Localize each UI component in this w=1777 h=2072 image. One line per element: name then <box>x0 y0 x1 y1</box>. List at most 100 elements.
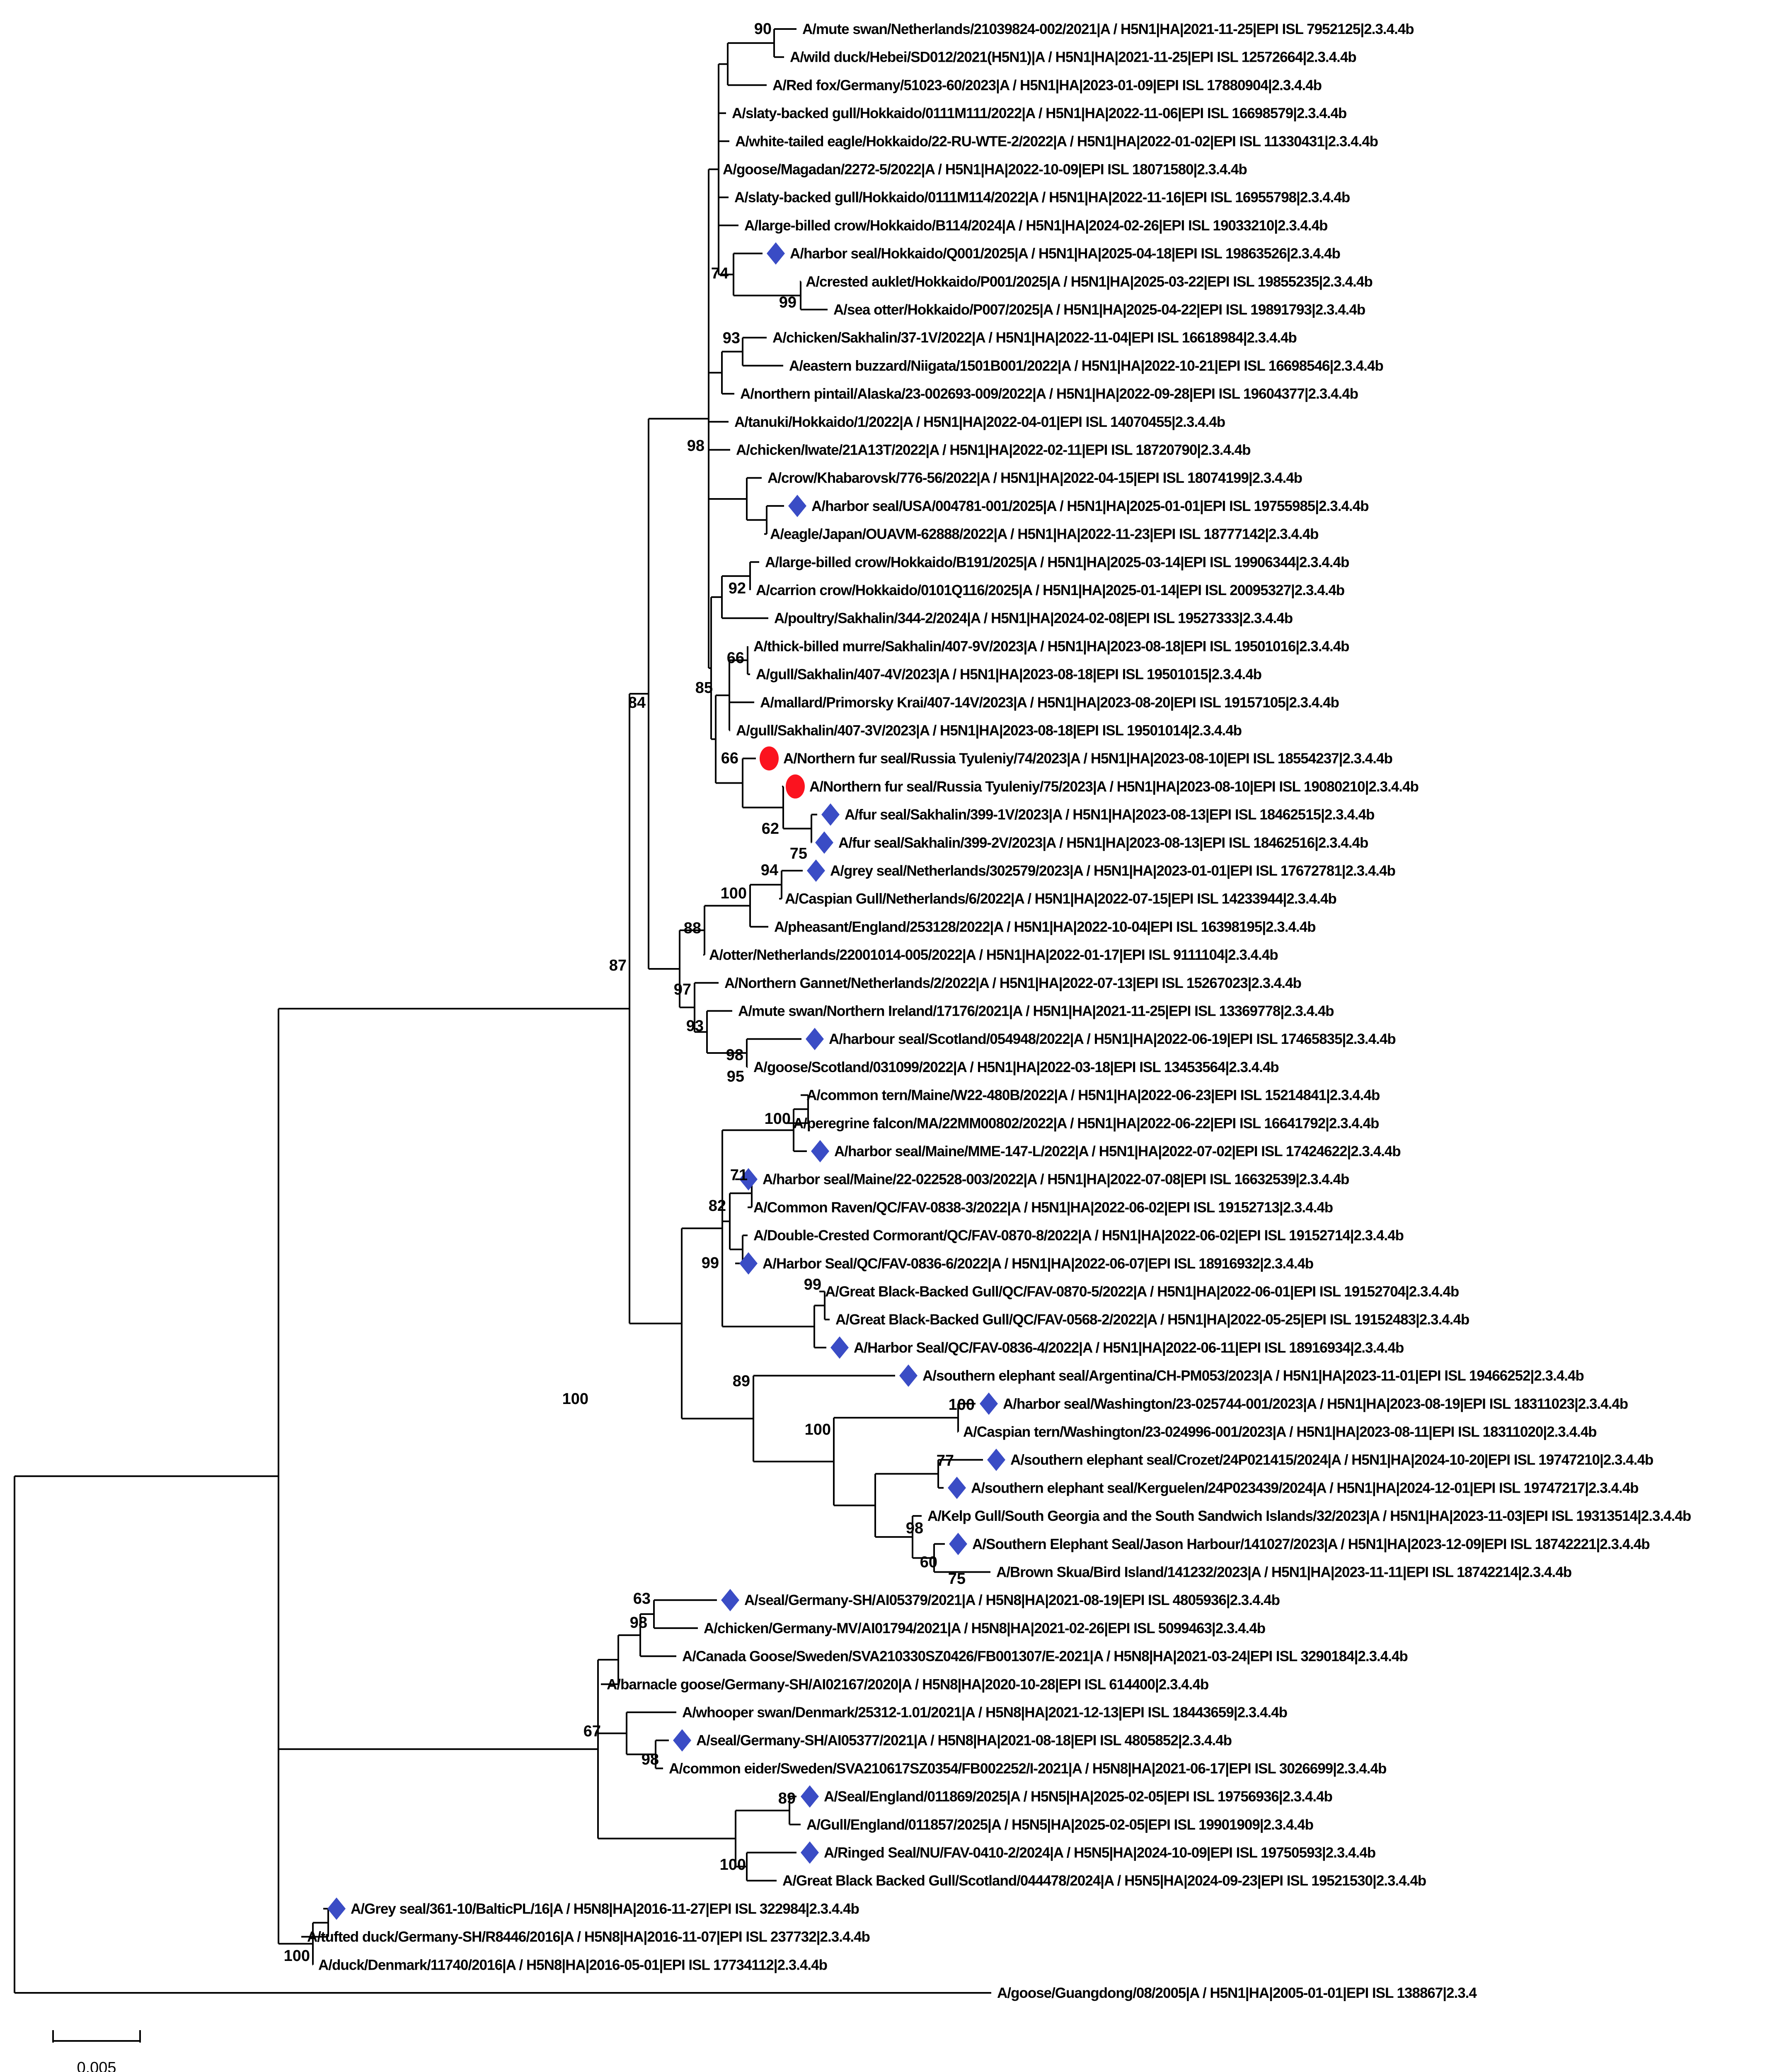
taxon-label: A/Harbor Seal/QC/FAV-0836-4/2022|A / H5N… <box>854 1340 1404 1356</box>
bootstrap-value: 100 <box>721 885 747 902</box>
red-circle-icon <box>786 774 805 799</box>
bootstrap-value: 98 <box>642 1751 659 1768</box>
taxon-label: A/harbour seal/Scotland/054948/2022|A / … <box>829 1031 1396 1047</box>
taxon-label: A/Seal/England/011869/2025|A / H5N5|HA|2… <box>824 1789 1332 1805</box>
bootstrap-value: 100 <box>949 1396 975 1414</box>
bootstrap-value: 85 <box>695 679 713 697</box>
taxon-label: A/common tern/Maine/W22-480B/2022|A / H5… <box>806 1087 1380 1104</box>
blue-diamond-icon <box>767 242 785 265</box>
blue-diamond-icon <box>739 1168 758 1191</box>
bootstrap-value: 89 <box>733 1372 750 1390</box>
taxon-label: A/fur seal/Sakhalin/399-1V/2023|A / H5N1… <box>845 807 1374 823</box>
bootstrap-value: 100 <box>720 1856 746 1874</box>
bootstrap-value: 98 <box>630 1614 647 1631</box>
bootstrap-value: 75 <box>948 1570 966 1588</box>
taxon-label: A/thick-billed murre/Sakhalin/407-9V/202… <box>753 638 1349 654</box>
taxon-label: A/Northern Gannet/Netherlands/2/2022|A /… <box>724 975 1301 991</box>
taxon-label: A/harbor seal/Maine/22-022528-003/2022|A… <box>763 1172 1349 1188</box>
taxon-label: A/southern elephant seal/Crozet/24P02141… <box>1010 1452 1653 1468</box>
taxon-label: A/eagle/Japan/OUAVM-62888/2022|A / H5N1|… <box>770 526 1318 542</box>
taxon-label: A/slaty-backed gull/Hokkaido/0111M114/20… <box>734 189 1350 206</box>
taxon-label: A/Ringed Seal/NU/FAV-0410-2/2024|A / H5N… <box>824 1845 1375 1861</box>
scale-bar-label: 0.005 <box>77 2059 116 2072</box>
taxon-label: A/peregrine falcon/MA/22MM00802/2022|A /… <box>793 1115 1379 1131</box>
taxon-label: A/seal/Germany-SH/AI05379/2021|A / H5N8|… <box>744 1592 1280 1608</box>
taxon-label: A/chicken/Sakhalin/37-1V/2022|A / H5N1|H… <box>772 330 1297 346</box>
blue-diamond-icon <box>673 1729 691 1752</box>
taxon-label: A/Double-Crested Cormorant/QC/FAV-0870-8… <box>753 1227 1404 1244</box>
bootstrap-value: 89 <box>778 1790 796 1807</box>
bootstrap-value: 60 <box>920 1554 937 1571</box>
blue-diamond-icon <box>327 1897 346 1920</box>
taxon-label: A/carrion crow/Hokkaido/0101Q116/2025|A … <box>756 582 1344 598</box>
bootstrap-value: 92 <box>729 580 746 597</box>
bootstrap-value: 74 <box>711 265 729 282</box>
taxon-label: A/Caspian tern/Washington/23-024996-001/… <box>963 1424 1597 1440</box>
blue-diamond-icon <box>980 1392 998 1415</box>
taxon-label: A/slaty-backed gull/Hokkaido/0111M111/20… <box>732 105 1346 121</box>
taxon-label: A/mute swan/Netherlands/21039824-002/202… <box>802 21 1414 37</box>
taxon-label: A/Canada Goose/Sweden/SVA210330SZ0426/FB… <box>682 1648 1408 1665</box>
taxon-label: A/harbor seal/Washington/23-025744-001/2… <box>1003 1396 1628 1412</box>
blue-diamond-icon <box>811 1140 829 1162</box>
taxon-label: A/large-billed crow/Hokkaido/B191/2025|A… <box>765 554 1349 570</box>
taxon-label: A/grey seal/Netherlands/302579/2023|A / … <box>830 863 1395 879</box>
blue-diamond-icon <box>949 1532 967 1555</box>
bootstrap-value: 63 <box>633 1590 651 1607</box>
blue-diamond-icon <box>830 1336 849 1359</box>
bootstrap-value: 90 <box>754 20 772 38</box>
bootstrap-value: 66 <box>721 750 738 767</box>
taxon-label: A/large-billed crow/Hokkaido/B114/2024|A… <box>744 218 1327 234</box>
bootstrap-value: 99 <box>702 1254 719 1272</box>
taxon-label: A/chicken/Iwate/21A13T/2022|A / H5N1|HA|… <box>736 442 1251 458</box>
bootstrap-value: 100 <box>284 1947 310 1965</box>
bootstrap-value: 82 <box>709 1197 726 1215</box>
bootstrap-value: 94 <box>761 862 778 879</box>
taxon-label: A/Harbor Seal/QC/FAV-0836-6/2022|A / H5N… <box>763 1256 1313 1272</box>
blue-diamond-icon <box>987 1448 1005 1471</box>
taxon-label: A/duck/Denmark/11740/2016|A / H5N8|HA|20… <box>318 1957 827 1973</box>
taxon-label: A/goose/Guangdong/08/2005|A / H5N1|HA|20… <box>997 1985 1477 2001</box>
bootstrap-value: 98 <box>687 437 705 455</box>
bootstrap-value: 100 <box>805 1421 831 1438</box>
bootstrap-value: 98 <box>726 1046 743 1064</box>
taxon-label: A/mute swan/Northern Ireland/17176/2021|… <box>738 1003 1334 1019</box>
blue-diamond-icon <box>899 1364 918 1387</box>
bootstrap-value: 77 <box>937 1452 954 1469</box>
taxon-label: A/Northern fur seal/Russia Tyuleniy/75/2… <box>809 779 1419 795</box>
bootstrap-value: 99 <box>779 294 797 311</box>
bootstrap-value: 88 <box>684 920 701 937</box>
taxon-label: A/mallard/Primorsky Krai/407-14V/2023|A … <box>760 695 1339 711</box>
blue-diamond-icon <box>788 494 806 517</box>
bootstrap-value: 67 <box>583 1723 601 1740</box>
bootstrap-value: 84 <box>628 694 646 712</box>
blue-diamond-icon <box>801 1841 819 1864</box>
taxon-label: A/chicken/Germany-MV/AI01794/2021|A / H5… <box>704 1620 1265 1636</box>
bootstrap-value: 98 <box>906 1520 923 1537</box>
taxon-label: A/gull/Sakhalin/407-3V/2023|A / H5N1|HA|… <box>736 723 1242 739</box>
blue-diamond-icon <box>815 831 833 854</box>
bootstrap-value: 62 <box>762 820 779 838</box>
taxon-label: A/tanuki/Hokkaido/1/2022|A / H5N1|HA|202… <box>734 414 1225 430</box>
bootstrap-value: 95 <box>727 1068 744 1085</box>
taxon-label: A/sea otter/Hokkaido/P007/2025|A / H5N1|… <box>833 302 1365 318</box>
taxon-label: A/tufted duck/Germany-SH/R8446/2016|A / … <box>307 1929 870 1945</box>
bootstrap-value: 87 <box>609 957 627 974</box>
taxon-label: A/Common Raven/QC/FAV-0838-3/2022|A / H5… <box>753 1199 1333 1215</box>
taxon-label: A/common eider/Sweden/SVA210617SZ0354/FB… <box>669 1760 1386 1777</box>
taxon-label: A/Caspian Gull/Netherlands/6/2022|A / H5… <box>785 891 1336 907</box>
taxon-label: A/crow/Khabarovsk/776-56/2022|A / H5N1|H… <box>767 470 1302 486</box>
taxon-label: A/goose/Scotland/031099/2022|A / H5N1|HA… <box>753 1059 1279 1075</box>
taxon-label: A/Brown Skua/Bird Island/141232/2023|A /… <box>996 1564 1571 1581</box>
taxon-label: A/southern elephant seal/Kerguelen/24P02… <box>971 1480 1638 1496</box>
bootstrap-value: 93 <box>686 1017 704 1035</box>
taxon-label: A/gull/Sakhalin/407-4V/2023|A / H5N1|HA|… <box>756 666 1261 683</box>
taxon-label: A/harbor seal/USA/004781-001/2025|A / H5… <box>811 498 1368 514</box>
taxon-label: A/barnacle goose/Germany-SH/AI02167/2020… <box>607 1676 1208 1692</box>
taxon-label: A/Gull/England/011857/2025|A / H5N5|HA|2… <box>806 1817 1313 1833</box>
taxon-label: A/goose/Magadan/2272-5/2022|A / H5N1|HA|… <box>723 162 1247 178</box>
taxon-label: A/Southern Elephant Seal/Jason Harbour/1… <box>972 1536 1650 1552</box>
taxon-label: A/northern pintail/Alaska/23-002693-009/… <box>740 386 1358 402</box>
taxon-label: A/Great Black-Backed Gull/QC/FAV-0870-5/… <box>825 1284 1459 1300</box>
